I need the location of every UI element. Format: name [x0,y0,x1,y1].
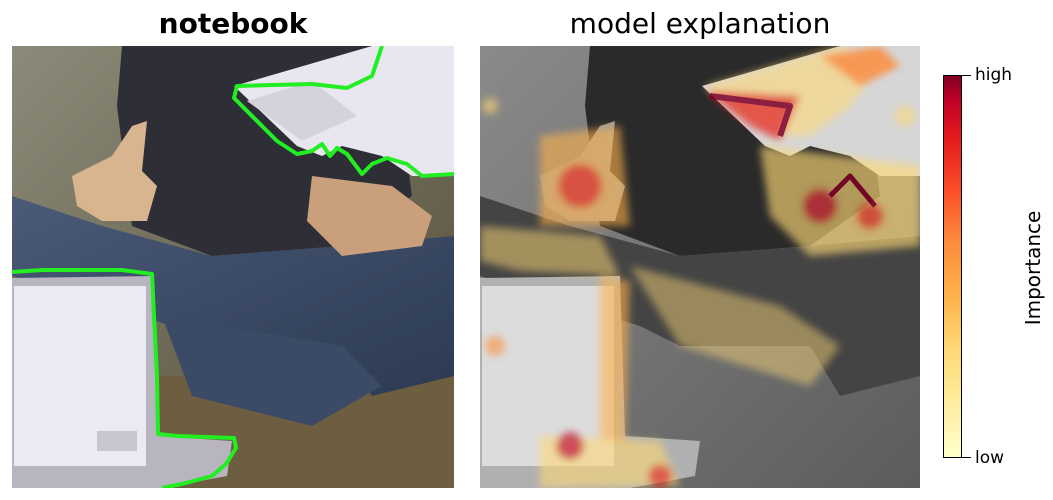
colorbar-tick-high [962,75,971,76]
laptop-sticker [97,431,137,451]
explanation-heatmap [480,46,920,488]
colorbar-high-label: high [975,65,1013,85]
gray-laptop-screen [482,286,614,466]
white-notebook-keyboard [247,81,357,141]
left-hand [72,121,157,221]
right-hand [307,176,432,256]
right-panel-title: model explanation [569,7,831,40]
colorbar-axis-label: Importance [1021,210,1045,326]
explanation-heatmap-canvas [480,46,920,488]
importance-colorbar [943,75,962,458]
heatmap-overlay [480,46,920,488]
segmentation-outline-notebook [232,46,454,178]
jeans-knee [162,316,382,426]
colorbar-tick-low [962,457,971,458]
original-photo-canvas [12,46,454,488]
colorbar-low-label: low [975,448,1005,468]
original-photo [12,46,454,488]
left-panel-title: notebook [158,7,308,40]
segmentation-outline-laptop [12,268,238,488]
